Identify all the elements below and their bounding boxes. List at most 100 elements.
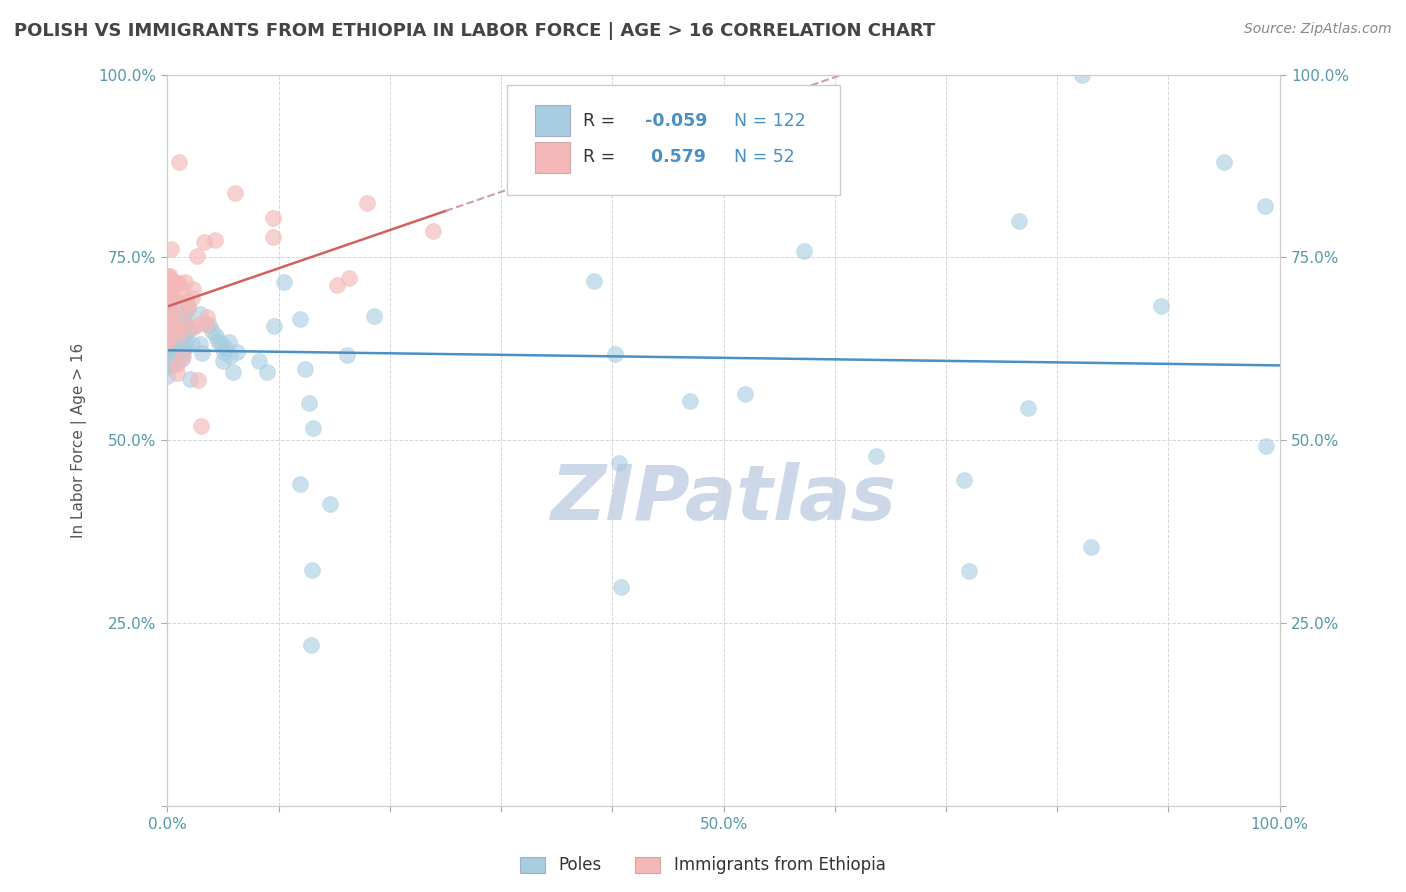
Point bbox=[183, 282, 205, 296]
Point bbox=[326, 278, 349, 293]
Point bbox=[156, 341, 179, 355]
Point bbox=[170, 315, 193, 329]
Point bbox=[166, 317, 188, 331]
Point bbox=[294, 361, 316, 376]
Point bbox=[319, 497, 342, 511]
Point bbox=[177, 301, 200, 315]
Point bbox=[163, 321, 186, 335]
Point bbox=[181, 291, 204, 305]
Point bbox=[201, 325, 224, 339]
Point bbox=[162, 326, 184, 341]
Point bbox=[170, 347, 193, 361]
Point bbox=[174, 316, 197, 330]
Point bbox=[288, 311, 311, 326]
Point bbox=[166, 357, 188, 371]
Point bbox=[173, 309, 195, 323]
Point bbox=[363, 309, 385, 323]
Point bbox=[159, 343, 181, 357]
Point bbox=[172, 352, 194, 367]
Point bbox=[156, 293, 179, 308]
Point bbox=[603, 347, 626, 361]
Point bbox=[225, 345, 247, 359]
Point bbox=[190, 336, 212, 351]
Point bbox=[163, 356, 186, 370]
Point bbox=[422, 224, 444, 238]
Point bbox=[156, 269, 179, 284]
FancyBboxPatch shape bbox=[506, 86, 841, 195]
Point bbox=[156, 368, 179, 383]
Point bbox=[288, 477, 311, 491]
Point bbox=[157, 301, 180, 316]
Point bbox=[174, 275, 197, 289]
Point bbox=[262, 230, 284, 244]
Point bbox=[156, 310, 179, 324]
Point bbox=[156, 351, 179, 366]
Point bbox=[1254, 439, 1277, 453]
Point bbox=[214, 340, 236, 354]
Point bbox=[219, 349, 242, 363]
Point bbox=[156, 353, 179, 368]
FancyBboxPatch shape bbox=[534, 142, 569, 172]
Point bbox=[159, 269, 181, 284]
Point bbox=[157, 351, 180, 365]
Point bbox=[163, 332, 186, 346]
Point bbox=[190, 418, 212, 433]
Point bbox=[188, 307, 211, 321]
Point bbox=[734, 386, 756, 401]
Point bbox=[187, 373, 209, 387]
Point bbox=[179, 372, 201, 386]
Point bbox=[865, 449, 887, 463]
Point bbox=[174, 341, 197, 355]
Point bbox=[1017, 401, 1039, 415]
Point bbox=[263, 319, 285, 334]
Point bbox=[172, 326, 194, 341]
Point bbox=[793, 244, 815, 259]
Point bbox=[165, 337, 187, 351]
Point bbox=[162, 354, 184, 368]
Point bbox=[156, 313, 179, 327]
Point bbox=[156, 346, 179, 360]
Point bbox=[163, 337, 186, 351]
Point bbox=[337, 271, 360, 285]
Text: -0.059: -0.059 bbox=[644, 112, 707, 129]
Point bbox=[186, 249, 208, 263]
Point bbox=[678, 394, 700, 409]
Point bbox=[165, 352, 187, 367]
Point bbox=[160, 288, 183, 302]
Point bbox=[157, 344, 180, 359]
Point bbox=[156, 314, 179, 328]
Point bbox=[1070, 68, 1092, 82]
Point bbox=[194, 317, 217, 331]
Point bbox=[163, 343, 186, 357]
Point bbox=[157, 272, 180, 286]
Text: POLISH VS IMMIGRANTS FROM ETHIOPIA IN LABOR FORCE | AGE > 16 CORRELATION CHART: POLISH VS IMMIGRANTS FROM ETHIOPIA IN LA… bbox=[14, 22, 935, 40]
Point bbox=[1150, 298, 1173, 312]
Point bbox=[170, 339, 193, 353]
Text: R =: R = bbox=[583, 112, 621, 129]
Point bbox=[166, 366, 188, 380]
Point bbox=[179, 322, 201, 336]
Point bbox=[172, 298, 194, 312]
Point bbox=[166, 342, 188, 356]
Point bbox=[162, 336, 184, 351]
Point bbox=[159, 293, 181, 307]
Point bbox=[157, 272, 180, 286]
Point bbox=[157, 327, 180, 342]
Point bbox=[174, 335, 197, 350]
Point bbox=[162, 325, 184, 339]
Y-axis label: In Labor Force | Age > 16: In Labor Force | Age > 16 bbox=[72, 343, 87, 538]
Point bbox=[247, 354, 270, 368]
Point bbox=[159, 306, 181, 320]
Point bbox=[169, 326, 191, 341]
Point bbox=[163, 276, 186, 290]
Text: R =: R = bbox=[583, 148, 621, 166]
Point bbox=[212, 345, 235, 359]
Point bbox=[186, 318, 208, 332]
Point bbox=[167, 321, 190, 335]
Text: Source: ZipAtlas.com: Source: ZipAtlas.com bbox=[1244, 22, 1392, 37]
Point bbox=[156, 359, 179, 373]
Point bbox=[207, 334, 229, 349]
Point bbox=[160, 296, 183, 310]
Point bbox=[156, 339, 179, 353]
Point bbox=[193, 235, 215, 250]
